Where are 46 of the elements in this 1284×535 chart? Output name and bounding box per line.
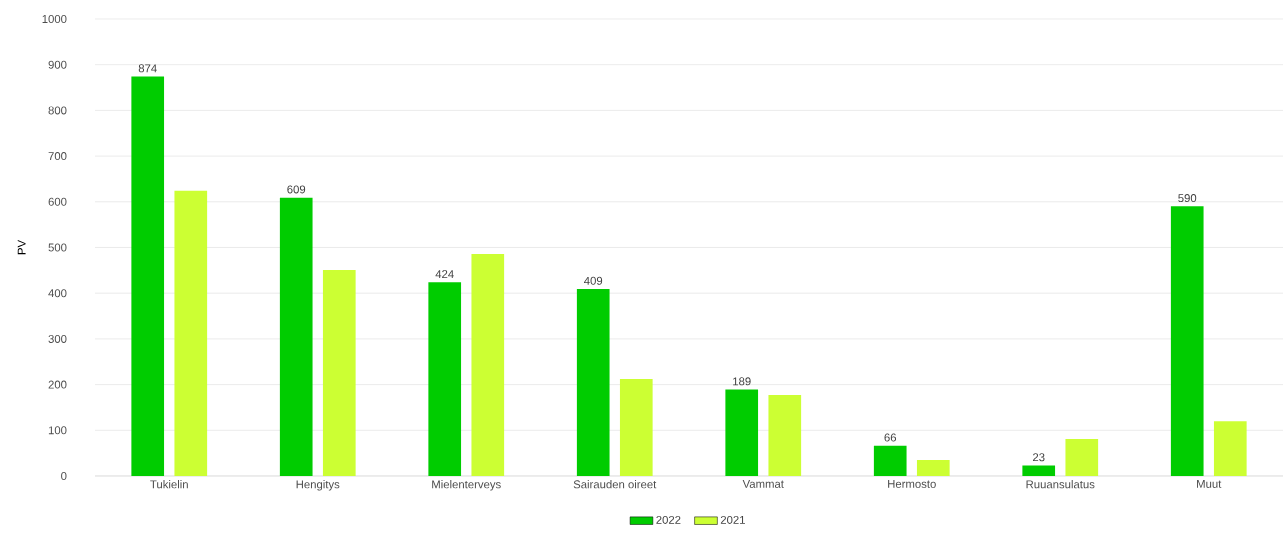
- x-tick-label: Vammat: [742, 480, 784, 488]
- x-tick-label: Mielenterveys: [432, 480, 501, 491]
- data-label: 424: [435, 270, 454, 278]
- x-tick-label: Hermosto: [888, 480, 936, 488]
- data-label: 66: [884, 433, 897, 442]
- y-tick-label: 400: [48, 289, 67, 298]
- bar: [725, 389, 759, 476]
- y-tick-label: 100: [48, 426, 67, 435]
- bar: [174, 190, 208, 476]
- y-tick-label: 700: [48, 152, 67, 161]
- y-axis-title: PV: [17, 239, 26, 255]
- legend-label: 2022: [656, 515, 681, 524]
- bar: [322, 269, 356, 476]
- bar: [471, 253, 505, 476]
- y-tick-label: 500: [48, 243, 67, 252]
- bar: [1170, 206, 1204, 476]
- data-label: 874: [138, 64, 157, 73]
- data-label: 189: [733, 377, 751, 386]
- x-tick-label: Hengitys: [296, 480, 340, 491]
- data-label: 609: [287, 185, 306, 194]
- y-tick-label: 200: [48, 380, 67, 389]
- x-tick-label: Muut: [1197, 480, 1222, 488]
- bar: [131, 76, 165, 476]
- bar: [1213, 421, 1247, 476]
- y-tick-label: 800: [48, 106, 67, 115]
- bar: [768, 395, 802, 476]
- bar: [1065, 438, 1099, 476]
- data-label: 590: [1178, 194, 1197, 203]
- y-tick-label: 900: [48, 60, 67, 69]
- bar: [916, 460, 950, 476]
- x-tick-label: Tukielin: [150, 480, 188, 489]
- data-label: 23: [1032, 453, 1045, 462]
- y-tick-label: 1000: [42, 14, 67, 23]
- legend-label: 2021: [720, 515, 745, 524]
- bar: [1022, 465, 1056, 476]
- bar: [428, 282, 462, 476]
- y-tick-label: 300: [48, 334, 67, 343]
- y-tick-label: 600: [48, 197, 67, 206]
- x-tick-label: Ruuansulatus: [1026, 480, 1095, 489]
- bar: [619, 379, 653, 476]
- x-tick-label: Sairauden oireet: [573, 480, 657, 489]
- bar: [576, 289, 610, 476]
- bar: [873, 445, 907, 476]
- bar: [279, 197, 313, 476]
- y-tick-label: 0: [61, 472, 67, 481]
- data-label: 409: [584, 276, 603, 285]
